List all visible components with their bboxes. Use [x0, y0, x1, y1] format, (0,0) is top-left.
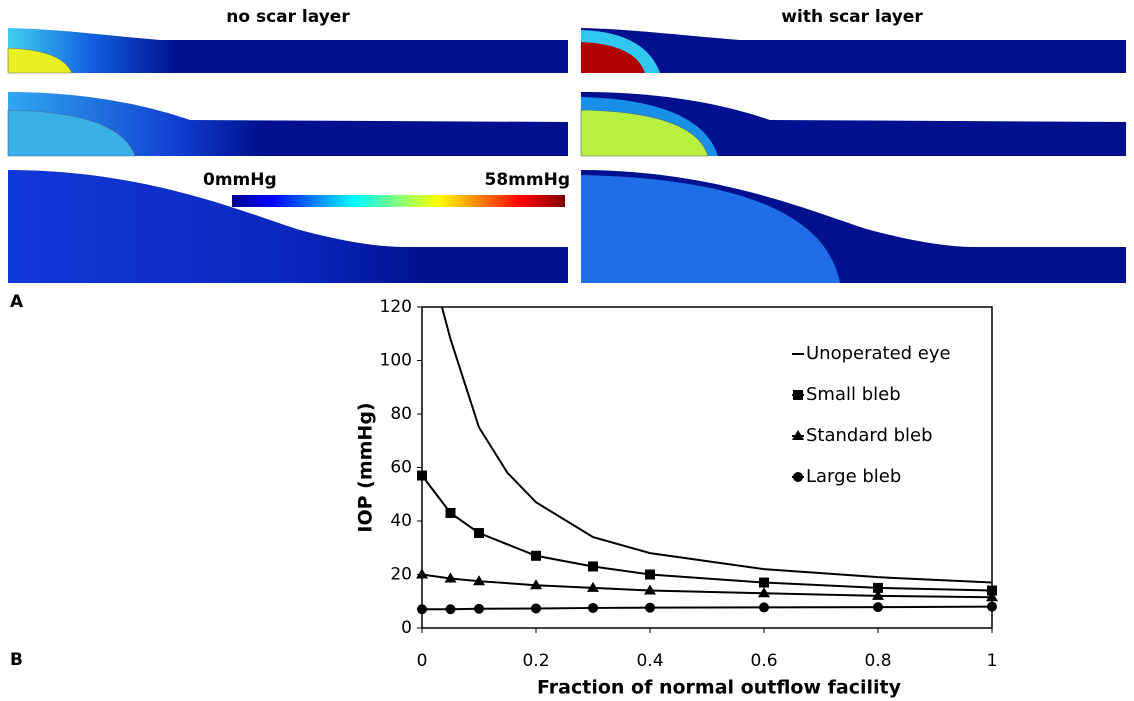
x-tick-label: 1	[987, 651, 998, 671]
legend-label: Standard bleb	[806, 425, 933, 446]
marker	[473, 575, 485, 586]
marker	[759, 602, 769, 613]
y-axis-label: IOP (mmHg)	[355, 402, 377, 532]
colorbar-label: 0mmHg	[203, 170, 277, 190]
marker	[588, 602, 598, 613]
marker	[758, 587, 770, 598]
simulation-image	[8, 28, 568, 73]
series-line	[440, 306, 993, 584]
y-tick-label: 120	[380, 297, 412, 317]
marker	[531, 550, 541, 561]
panel-title: no scar layer	[226, 7, 350, 27]
marker	[644, 584, 656, 595]
marker	[588, 561, 598, 572]
marker	[474, 528, 484, 539]
simulation-region	[580, 109, 709, 157]
series	[417, 470, 997, 596]
panel-a: no scar layer with scar layer 0mmHg 58mm…	[7, 7, 1126, 312]
series-line	[421, 474, 993, 592]
marker	[445, 604, 456, 615]
simulation-region	[7, 47, 73, 74]
marker	[986, 591, 998, 602]
marker	[873, 602, 883, 613]
series	[440, 306, 993, 584]
marker	[417, 470, 427, 481]
marker	[872, 589, 884, 600]
series	[417, 601, 997, 615]
x-tick-label: 0.4	[636, 651, 663, 671]
y-tick-label: 0	[401, 618, 412, 638]
marker	[645, 602, 655, 613]
y-tick-label: 20	[390, 565, 412, 585]
simulation-image	[8, 170, 568, 283]
simulation-image	[581, 28, 1126, 73]
series-line	[422, 605, 993, 611]
series	[416, 568, 998, 602]
y-tick-label: 100	[380, 351, 412, 371]
marker	[417, 604, 427, 615]
marker	[445, 507, 456, 518]
marker	[873, 582, 883, 593]
legend-label: Large bleb	[806, 466, 901, 487]
marker	[587, 581, 599, 592]
marker	[793, 472, 803, 482]
simulation-image	[8, 92, 568, 156]
legend-label: Unoperated eye	[806, 343, 951, 364]
marker	[987, 601, 997, 612]
simulation-region	[7, 109, 136, 157]
marker	[645, 569, 655, 580]
x-tick-label: 0.2	[522, 651, 549, 671]
marker	[759, 577, 769, 588]
y-tick-label: 40	[390, 511, 412, 531]
simulation-region	[581, 42, 645, 73]
panel-label: A	[10, 292, 24, 312]
marker	[793, 390, 803, 400]
x-tick-label: 0	[417, 651, 428, 671]
marker	[416, 568, 428, 579]
simulation-image	[581, 92, 1126, 156]
marker	[530, 579, 542, 590]
x-tick-label: 0.6	[750, 651, 777, 671]
marker	[474, 603, 484, 614]
colorbar-label: 58mmHg	[485, 170, 570, 190]
y-tick-label: 60	[390, 458, 412, 478]
y-tick-label: 80	[390, 404, 412, 424]
marker	[444, 572, 457, 583]
legend-label: Small bleb	[806, 384, 901, 405]
chart: 0 20 40 60 80 100 120 0 0.2 0.4 0.6 0.8 1 Fraction of…	[355, 297, 998, 699]
x-axis-label: Fraction of normal outflow facility	[537, 677, 902, 699]
x-tick-label: 0.8	[864, 651, 891, 671]
panel-title: with scar layer	[781, 7, 923, 27]
marker	[792, 430, 804, 440]
panel-label: B	[10, 650, 23, 670]
simulation-region	[581, 175, 840, 283]
marker	[531, 603, 541, 614]
colorbar	[232, 195, 565, 207]
marker	[987, 585, 997, 596]
